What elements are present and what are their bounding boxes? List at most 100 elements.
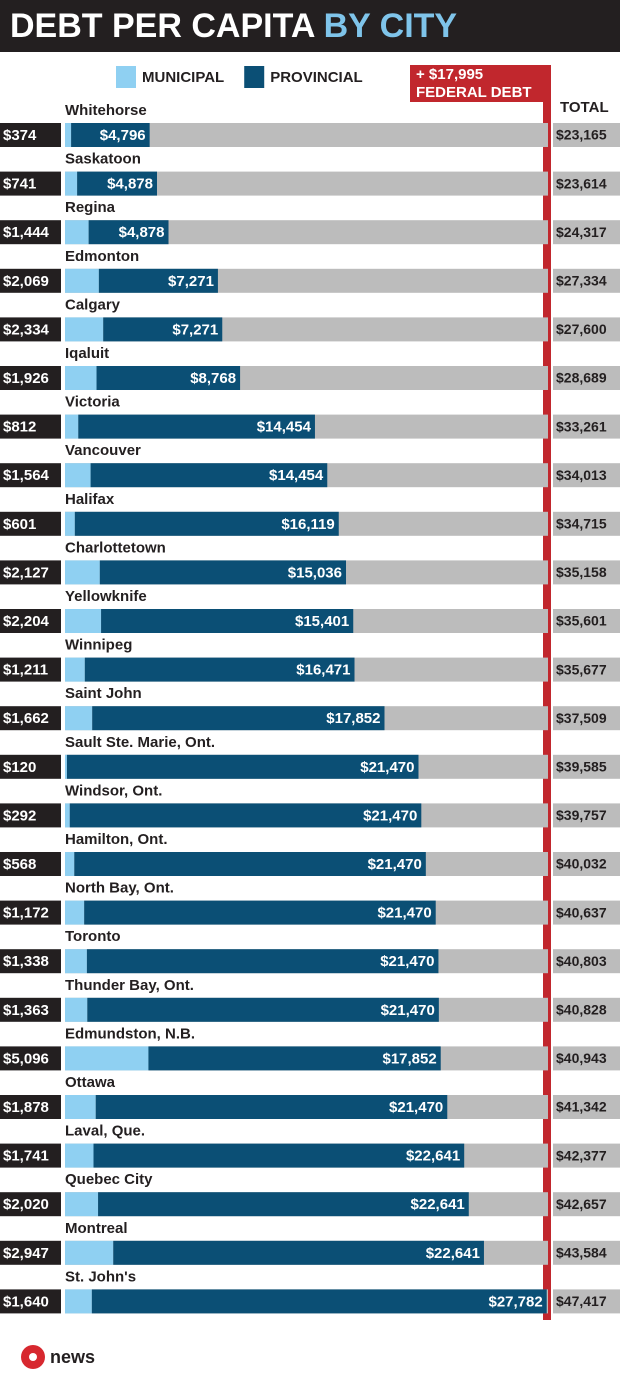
provincial-label: $21,470 xyxy=(380,953,434,970)
bar-municipal xyxy=(65,123,72,147)
city-label: Quebec City xyxy=(65,1171,153,1188)
bar-provincial xyxy=(103,317,223,342)
city-label: Victoria xyxy=(65,394,120,411)
bar-provincial xyxy=(87,997,439,1022)
federal-text: FEDERAL DEBT xyxy=(416,84,532,101)
legend-swatch xyxy=(116,66,136,88)
provincial-label: $16,119 xyxy=(281,516,334,533)
bar-provincial xyxy=(69,803,422,828)
total-label: $27,600 xyxy=(556,321,607,337)
total-background xyxy=(553,803,620,828)
provincial-label: $27,782 xyxy=(488,1293,542,1310)
municipal-label-box xyxy=(0,1143,61,1168)
total-background xyxy=(553,463,620,488)
municipal-label-box xyxy=(0,123,61,147)
total-background xyxy=(553,123,620,147)
municipal-label: $292 xyxy=(3,807,36,824)
total-background xyxy=(553,268,620,293)
total-label: $35,601 xyxy=(556,613,607,629)
municipal-label: $2,069 xyxy=(3,273,49,290)
bar-provincial xyxy=(77,171,157,196)
title-bar xyxy=(0,0,620,52)
municipal-label: $1,172 xyxy=(3,905,49,922)
municipal-label-box xyxy=(0,900,61,925)
city-label: Halifax xyxy=(65,491,115,508)
municipal-label: $568 xyxy=(3,856,36,873)
bar-provincial xyxy=(71,123,150,147)
municipal-label: $120 xyxy=(3,759,36,776)
bar-provincial xyxy=(95,1095,448,1119)
provincial-label: $4,796 xyxy=(100,127,146,144)
municipal-label-box xyxy=(0,609,61,633)
provincial-label: $7,271 xyxy=(168,273,214,290)
municipal-label-box xyxy=(0,803,61,828)
municipal-label: $2,127 xyxy=(3,564,49,581)
provincial-label: $21,470 xyxy=(381,1002,435,1019)
city-label: Thunder Bay, Ont. xyxy=(65,977,194,994)
bar-provincial xyxy=(74,852,426,876)
city-label: Edmonton xyxy=(65,248,139,265)
bar-provincial xyxy=(88,220,169,245)
city-label: St. John's xyxy=(65,1268,136,1285)
provincial-label: $7,271 xyxy=(172,321,218,338)
total-background xyxy=(553,171,620,196)
total-background xyxy=(553,511,620,536)
city-label: North Bay, Ont. xyxy=(65,880,174,897)
bar-municipal xyxy=(65,706,93,731)
bar-municipal xyxy=(65,900,85,925)
city-label: Winnipeg xyxy=(65,637,132,654)
bar-municipal xyxy=(65,171,78,196)
total-background xyxy=(553,220,620,245)
municipal-label: $1,211 xyxy=(3,662,48,679)
municipal-label: $1,444 xyxy=(3,224,50,241)
total-background xyxy=(553,706,620,731)
total-background xyxy=(553,1046,620,1071)
municipal-label: $601 xyxy=(3,516,36,533)
bar-municipal xyxy=(65,1289,92,1314)
municipal-label-box xyxy=(0,1046,61,1071)
bar-provincial xyxy=(98,1192,469,1217)
total-background xyxy=(553,560,620,585)
total-background xyxy=(553,366,620,390)
municipal-label-box xyxy=(0,268,61,293)
total-label: $41,342 xyxy=(556,1099,607,1115)
municipal-label: $1,662 xyxy=(3,710,49,727)
bar-municipal xyxy=(65,609,102,633)
municipal-label-box xyxy=(0,706,61,731)
provincial-label: $21,470 xyxy=(389,1099,443,1116)
bar-municipal xyxy=(65,754,67,779)
bar-municipal xyxy=(65,997,88,1022)
city-label: Edmundston, N.B. xyxy=(65,1025,195,1042)
bar-provincial xyxy=(91,1289,547,1314)
municipal-label: $374 xyxy=(3,127,37,144)
bar-provincial xyxy=(92,706,385,731)
city-label: Whitehorse xyxy=(65,102,147,119)
bar-municipal xyxy=(65,852,75,876)
title-highlight: BY CITY xyxy=(324,7,458,45)
bar-municipal xyxy=(65,511,75,536)
bar-provincial xyxy=(84,657,355,682)
bar-municipal xyxy=(65,317,104,342)
total-background xyxy=(553,1240,620,1265)
total-background xyxy=(553,1289,620,1314)
municipal-label-box xyxy=(0,1240,61,1265)
provincial-label: $22,641 xyxy=(426,1245,480,1262)
chart-title: DEBT PER CAPITA BY CITY xyxy=(10,7,457,45)
bar-municipal xyxy=(65,1192,99,1217)
city-label: Iqaluit xyxy=(65,345,109,362)
city-label: Vancouver xyxy=(65,442,141,459)
total-background xyxy=(553,997,620,1022)
total-background xyxy=(553,949,620,974)
total-label: $43,584 xyxy=(556,1245,607,1261)
provincial-label: $4,878 xyxy=(119,224,165,241)
logo-gem-center xyxy=(29,1353,37,1361)
provincial-label: $17,852 xyxy=(326,710,380,727)
city-label: Hamilton, Ont. xyxy=(65,831,168,848)
provincial-label: $15,036 xyxy=(288,564,342,581)
municipal-label-box xyxy=(0,657,61,682)
municipal-label: $1,338 xyxy=(3,953,49,970)
total-label: $40,637 xyxy=(556,904,607,920)
total-label: $33,261 xyxy=(556,418,607,434)
bar-municipal xyxy=(65,657,85,682)
